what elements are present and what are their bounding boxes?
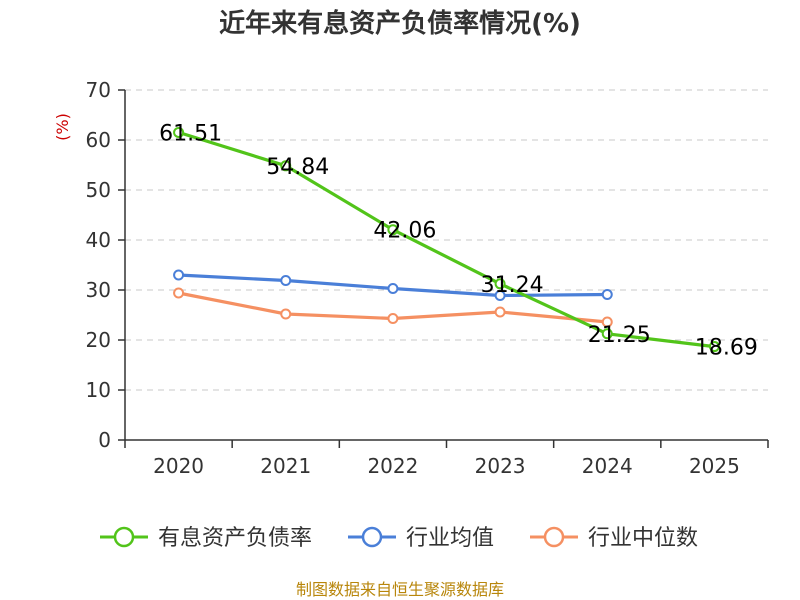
y-tick-label-10: 10 (86, 378, 111, 402)
data-label-2025: 18.69 (695, 336, 758, 361)
data-label-2021: 54.84 (266, 155, 329, 180)
x-tick-label-2023: 2023 (475, 454, 526, 478)
data-point-s1-2020 (173, 269, 185, 281)
x-tick-label-2024: 2024 (582, 454, 633, 478)
legend-swatch-marker-2 (543, 526, 565, 548)
data-point-s0-2021 (280, 160, 292, 172)
data-point-s1-2023 (494, 290, 506, 301)
y-tick-label-0: 0 (98, 428, 111, 452)
legend-swatch-marker-0 (113, 526, 135, 548)
data-label-2024: 21.25 (588, 323, 651, 348)
data-point-s1-2022 (387, 283, 399, 294)
x-tick-label-2022: 2022 (367, 454, 418, 478)
data-point-s0-2022 (387, 224, 399, 236)
legend-item-2[interactable]: 行业中位数 (530, 526, 698, 551)
legend-item-1[interactable]: 行业均值 (348, 526, 494, 551)
legend-label-0: 有息资产负债率 (158, 526, 312, 551)
x-tick-label-2021: 2021 (260, 454, 311, 478)
data-point-s1-2021 (280, 275, 292, 286)
data-point-s0-2024 (601, 328, 613, 340)
data-point-s1-2024 (601, 289, 613, 300)
y-tick-label-70: 70 (86, 78, 111, 102)
data-point-s0-2020 (173, 126, 185, 138)
series-line-0 (177, 130, 716, 349)
data-label-2023: 31.24 (481, 273, 544, 298)
legend-label-2: 行业中位数 (588, 526, 698, 551)
chart-title: 近年来有息资产负债率情况(%) (219, 8, 581, 39)
y-tick-label-40: 40 (86, 228, 111, 252)
legend-item-0[interactable]: 有息资产负债率 (100, 526, 312, 551)
gridlines (125, 89, 768, 391)
data-point-s2-2020 (173, 287, 185, 299)
data-point-s2-2021 (280, 308, 292, 320)
data-point-s2-2024 (601, 316, 613, 328)
legend-label-1: 行业均值 (406, 526, 494, 551)
data-point-s2-2022 (387, 313, 399, 324)
data-labels: 61.51 54.84 42.06 31.24 21.25 18.69 (159, 121, 758, 360)
legend: 有息资产负债率 行业均值 行业中位数 (100, 526, 698, 551)
x-tick-label-2020: 2020 (153, 454, 204, 478)
axes: 0 10 20 30 40 50 60 70 2020 2021 2022 2023 2024 2025 (86, 78, 769, 478)
data-point-s0-2023 (494, 278, 506, 290)
data-point-s0-2025 (708, 341, 720, 353)
y-tick-label-30: 30 (86, 278, 111, 302)
data-point-s2-2023 (494, 306, 506, 318)
y-tick-label-20: 20 (86, 328, 111, 352)
y-tick-label-50: 50 (86, 178, 111, 202)
source-note: 制图数据来自恒生聚源数据库 (296, 580, 504, 599)
data-label-2020: 61.51 (159, 121, 222, 146)
legend-swatch-marker-1 (361, 526, 383, 548)
data-label-2022: 42.06 (373, 219, 436, 244)
series-lines (173, 126, 720, 353)
y-axis-unit-label: (%) (53, 113, 72, 141)
y-tick-label-60: 60 (86, 128, 111, 152)
x-tick-label-2025: 2025 (689, 454, 740, 478)
